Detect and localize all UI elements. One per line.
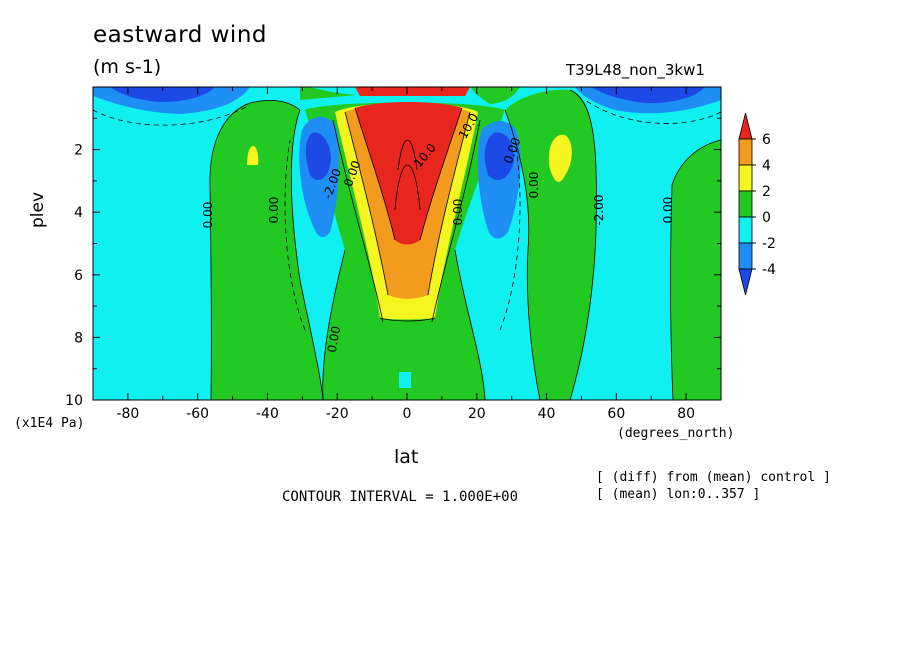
contour-label: 0.00 xyxy=(325,325,343,354)
chart-units: (m s-1) xyxy=(93,56,162,78)
fill-red-eq xyxy=(355,102,462,245)
colorbar-label: 6 xyxy=(762,132,771,148)
x-unit-label: (degrees_north) xyxy=(617,426,735,441)
x-tick-label: -20 xyxy=(326,406,349,422)
fill-yellow-nh-spot xyxy=(548,134,572,182)
colorbar-top-triangle xyxy=(738,112,753,140)
chart-title: eastward wind xyxy=(93,22,267,48)
y-tick-label: 6 xyxy=(74,268,83,284)
x-tick-label: 60 xyxy=(607,406,625,422)
x-tick-label: 20 xyxy=(468,406,486,422)
contour-label: 0.00 xyxy=(527,172,541,199)
colorbar: 6 4 2 0 -2 -4 xyxy=(738,112,776,296)
colorbar-label: 2 xyxy=(762,184,771,200)
colorbar-swatch xyxy=(738,138,753,166)
x-tick-label: -80 xyxy=(116,406,139,422)
fill-cyan-pocket xyxy=(399,372,411,388)
fill-yellow-sh-spot xyxy=(247,146,259,165)
y-tick-label: 8 xyxy=(74,330,83,346)
fill-green-nh-mid xyxy=(505,89,597,400)
fill-green-nh-polar xyxy=(670,140,721,400)
y-tick-label: 4 xyxy=(74,205,83,221)
x-tick-label: -40 xyxy=(256,406,279,422)
y-tick-label: 2 xyxy=(74,143,83,159)
contour-label: -2.00 xyxy=(592,194,606,225)
x-tick-label: 40 xyxy=(538,406,556,422)
mean-note: [ (mean) lon:0..357 ] xyxy=(596,487,761,502)
colorbar-swatch xyxy=(738,216,753,244)
contour-label: 0.00 xyxy=(451,199,465,226)
axis-ticks: -80 -60 -40 -20 0 20 40 60 80 2 4 6 8 10 xyxy=(65,87,722,422)
colorbar-swatch xyxy=(738,164,753,192)
x-tick-label: 80 xyxy=(677,406,695,422)
run-name: T39L48_non_3kw1 xyxy=(566,61,705,79)
x-axis-label: lat xyxy=(394,446,419,468)
fill-darkblue-sh-jet xyxy=(305,132,331,180)
colorbar-swatch xyxy=(738,242,753,270)
fill-darkblue-nh-top xyxy=(592,87,705,104)
fill-green-top-right xyxy=(470,87,520,104)
contour-label: 0.00 xyxy=(661,197,675,224)
colorbar-label: 4 xyxy=(762,158,771,174)
diff-note: [ (diff) from (mean) control ] xyxy=(596,470,831,485)
y-tick-label: 10 xyxy=(65,393,83,409)
fill-green-top-left xyxy=(300,87,390,100)
colorbar-label: 0 xyxy=(762,210,771,226)
fill-green-sh-high xyxy=(209,100,323,400)
contour-lines xyxy=(93,89,721,400)
contour-label: 0.00 xyxy=(201,202,215,229)
colorbar-bottom-triangle xyxy=(738,268,753,296)
x-tick-label: 0 xyxy=(403,406,412,422)
fill-darkblue-nh-jet xyxy=(484,132,514,180)
contour-fill xyxy=(93,87,721,400)
colorbar-label: -4 xyxy=(762,262,776,278)
colorbar-label: -2 xyxy=(762,236,776,252)
y-unit-label: (x1E4 Pa) xyxy=(14,416,85,431)
contour-label: 0.00 xyxy=(267,197,281,224)
contour-interval-text: CONTOUR INTERVAL = 1.000E+00 xyxy=(282,489,519,505)
x-tick-label: -60 xyxy=(186,406,209,422)
colorbar-swatch xyxy=(738,190,753,218)
fill-darkblue-sh-top xyxy=(110,87,215,102)
fill-red-top xyxy=(355,87,470,96)
